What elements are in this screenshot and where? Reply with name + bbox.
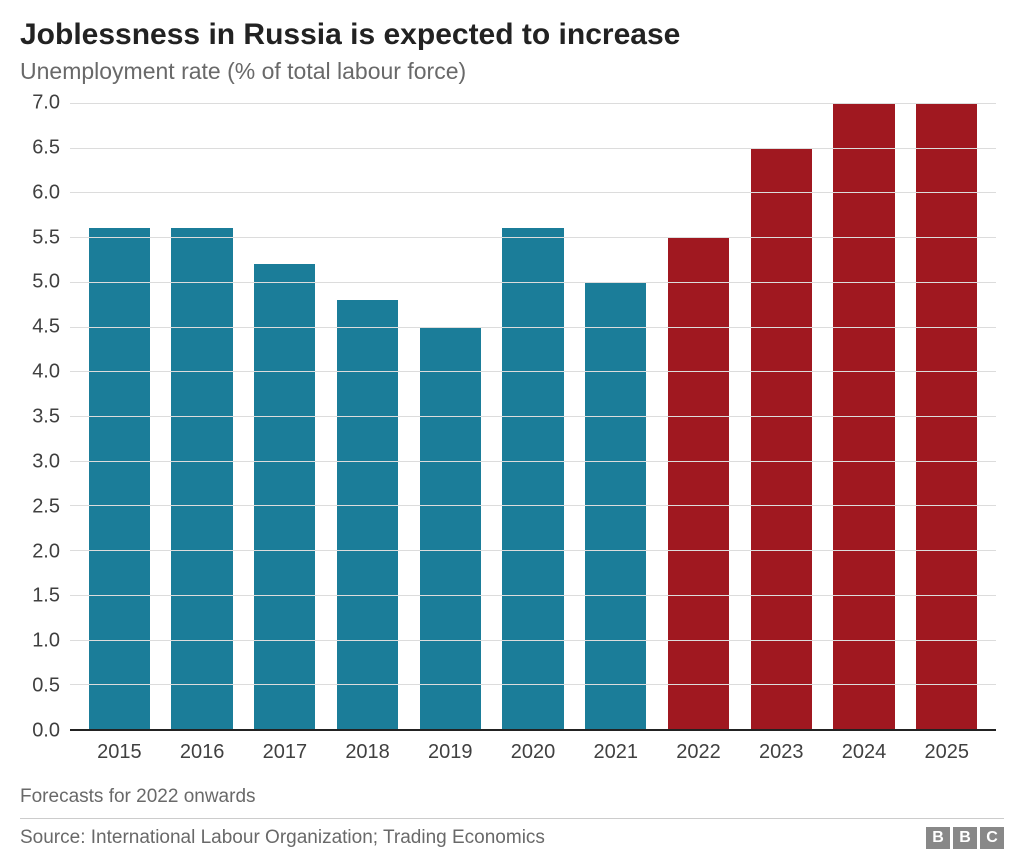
gridline [70, 371, 996, 372]
x-tick-label: 2021 [574, 741, 657, 764]
chart-title: Joblessness in Russia is expected to inc… [20, 18, 1004, 52]
gridline [70, 550, 996, 551]
gridline [70, 505, 996, 506]
bar [171, 228, 232, 729]
y-axis: 0.00.51.01.52.02.53.03.54.04.55.05.56.06… [20, 103, 70, 731]
gridline [70, 327, 996, 328]
bar [420, 327, 481, 729]
x-tick-label: 2022 [657, 741, 740, 764]
y-tick-label: 5.0 [32, 271, 60, 294]
bbc-logo-letter: C [980, 827, 1004, 849]
x-tick-label: 2018 [326, 741, 409, 764]
source-row: Source: International Labour Organizatio… [20, 819, 1004, 849]
y-tick-label: 0.5 [32, 675, 60, 698]
bar [502, 228, 563, 729]
x-tick-label: 2017 [243, 741, 326, 764]
x-tick-label: 2019 [409, 741, 492, 764]
x-tick-label: 2015 [78, 741, 161, 764]
y-tick-label: 1.5 [32, 585, 60, 608]
x-tick-label: 2020 [492, 741, 575, 764]
gridline [70, 640, 996, 641]
y-tick-label: 1.0 [32, 630, 60, 653]
bar [751, 148, 812, 729]
x-axis-labels: 2015201620172018201920202021202220232024… [70, 741, 996, 764]
source-text: Source: International Labour Organizatio… [20, 827, 545, 849]
x-tick-label: 2024 [823, 741, 906, 764]
y-tick-label: 2.5 [32, 495, 60, 518]
gridline [70, 148, 996, 149]
y-tick-label: 7.0 [32, 92, 60, 115]
gridline [70, 416, 996, 417]
y-tick-label: 3.5 [32, 406, 60, 429]
y-tick-label: 4.5 [32, 316, 60, 339]
y-tick-label: 2.0 [32, 540, 60, 563]
x-tick-label: 2016 [161, 741, 244, 764]
bar [668, 237, 729, 729]
gridline [70, 595, 996, 596]
gridline [70, 103, 996, 104]
chart-area: 0.00.51.01.52.02.53.03.54.04.55.05.56.06… [20, 103, 1004, 731]
gridline [70, 461, 996, 462]
gridline [70, 192, 996, 193]
chart-footnote: Forecasts for 2022 onwards [20, 786, 1004, 819]
x-axis: 2015201620172018201920202021202220232024… [20, 741, 1004, 764]
x-tick-label: 2025 [905, 741, 988, 764]
gridline [70, 237, 996, 238]
y-tick-label: 5.5 [32, 226, 60, 249]
bar [254, 264, 315, 729]
y-tick-label: 6.5 [32, 136, 60, 159]
chart-subtitle: Unemployment rate (% of total labour for… [20, 58, 1004, 85]
y-tick-label: 6.0 [32, 181, 60, 204]
gridline [70, 684, 996, 685]
bbc-logo: B B C [926, 827, 1004, 849]
bbc-logo-letter: B [953, 827, 977, 849]
bbc-logo-letter: B [926, 827, 950, 849]
gridline [70, 282, 996, 283]
y-tick-label: 4.0 [32, 361, 60, 384]
chart-plot [70, 103, 996, 731]
bar [89, 228, 150, 729]
bar [337, 300, 398, 729]
y-tick-label: 0.0 [32, 720, 60, 743]
x-tick-label: 2023 [740, 741, 823, 764]
y-tick-label: 3.0 [32, 450, 60, 473]
